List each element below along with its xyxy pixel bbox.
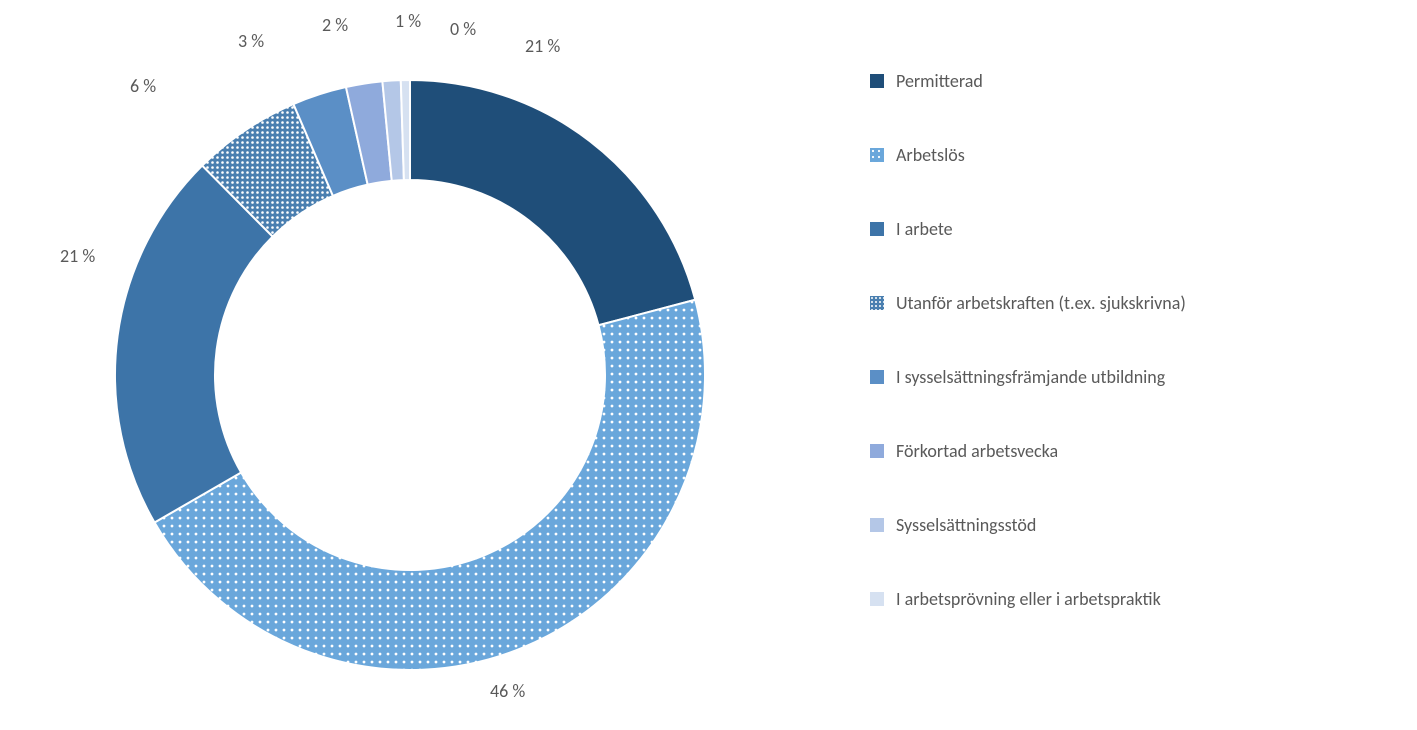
donut-slice — [115, 166, 273, 523]
legend-item: Permitterad — [870, 70, 1390, 92]
legend-label: I sysselsättningsfrämjande utbildning — [896, 366, 1165, 388]
legend-swatch — [870, 370, 884, 384]
legend-swatch — [870, 74, 884, 88]
legend-swatch — [870, 592, 884, 606]
legend-swatch — [870, 296, 884, 310]
legend-swatch — [870, 518, 884, 532]
legend-item: Sysselsättningsstöd — [870, 514, 1390, 536]
legend-label: Utanför arbetskraften (t.ex. sjukskrivna… — [896, 292, 1186, 314]
legend-label: Permitterad — [896, 70, 983, 92]
legend-label: I arbete — [896, 218, 953, 240]
legend-item: I sysselsättningsfrämjande utbildning — [870, 366, 1390, 388]
legend-item: I arbetsprövning eller i arbetspraktik — [870, 588, 1390, 610]
donut-chart-container: 21 %46 %21 %6 %3 %2 %1 %0 % PermitteradA… — [0, 0, 1417, 717]
donut-chart — [40, 10, 800, 730]
legend-label: Förkortad arbetsvecka — [896, 440, 1058, 462]
legend-label: Arbetslös — [896, 144, 965, 166]
legend-item: Utanför arbetskraften (t.ex. sjukskrivna… — [870, 292, 1390, 314]
legend-item: Förkortad arbetsvecka — [870, 440, 1390, 462]
legend-swatch — [870, 148, 884, 162]
legend: Permitterad Arbetslös I arbete Utanför arbe… — [870, 70, 1390, 662]
legend-swatch — [870, 444, 884, 458]
legend-label: Sysselsättningsstöd — [896, 514, 1036, 536]
legend-swatch — [870, 222, 884, 236]
legend-item: Arbetslös — [870, 144, 1390, 166]
donut-slice — [410, 80, 695, 325]
legend-label: I arbetsprövning eller i arbetspraktik — [896, 588, 1161, 610]
legend-item: I arbete — [870, 218, 1390, 240]
donut-slice — [155, 300, 705, 670]
